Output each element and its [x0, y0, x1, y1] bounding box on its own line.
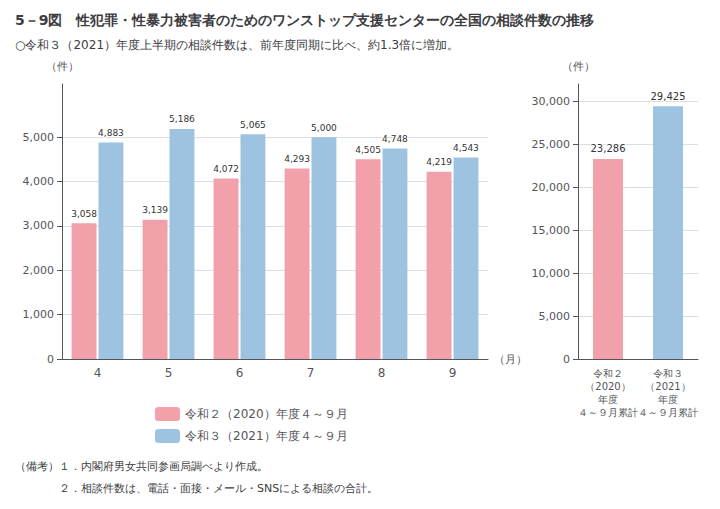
svg-text:5,000: 5,000: [539, 310, 571, 323]
svg-text:4,505: 4,505: [355, 145, 381, 155]
svg-text:（件）: （件）: [46, 60, 79, 73]
svg-text:10,000: 10,000: [532, 267, 571, 280]
svg-text:4,000: 4,000: [23, 175, 55, 188]
svg-text:9: 9: [449, 366, 457, 380]
svg-text:5,186: 5,186: [169, 114, 195, 124]
svg-text:5,000: 5,000: [311, 123, 337, 133]
svg-text:（2020）: （2020）: [585, 381, 630, 392]
svg-text:7: 7: [307, 366, 315, 380]
svg-text:3,000: 3,000: [23, 219, 55, 232]
svg-text:1,000: 1,000: [23, 308, 55, 321]
svg-text:年度: 年度: [658, 394, 678, 405]
svg-text:5,000: 5,000: [23, 131, 55, 144]
svg-text:3,058: 3,058: [71, 209, 97, 219]
svg-text:令和３（2021）年度４～９月: 令和３（2021）年度４～９月: [185, 429, 348, 443]
svg-text:４～９月累計: ４～９月累計: [638, 407, 698, 418]
svg-text:2,000: 2,000: [23, 264, 55, 277]
svg-text:4: 4: [94, 366, 102, 380]
svg-text:20,000: 20,000: [532, 181, 571, 194]
svg-text:（2021）: （2021）: [645, 381, 690, 392]
svg-text:4,748: 4,748: [382, 134, 408, 144]
svg-text:令和２（2020）年度４～９月: 令和２（2020）年度４～９月: [185, 407, 348, 421]
svg-text:23,286: 23,286: [591, 143, 626, 154]
svg-text:0: 0: [563, 353, 570, 366]
svg-text:3,139: 3,139: [142, 205, 168, 215]
svg-text:4,543: 4,543: [453, 143, 479, 153]
svg-text:（月）: （月）: [494, 353, 527, 366]
svg-text:0: 0: [47, 353, 54, 366]
svg-text:（件）: （件）: [562, 60, 595, 73]
svg-text:令和３: 令和３: [653, 368, 683, 379]
svg-text:15,000: 15,000: [532, 224, 571, 237]
svg-text:4,219: 4,219: [426, 157, 452, 167]
svg-text:4,883: 4,883: [98, 128, 124, 138]
svg-text:（備考）１．内閣府男女共同参画局調べより作成。: （備考）１．内閣府男女共同参画局調べより作成。: [15, 460, 268, 473]
svg-text:6: 6: [236, 366, 244, 380]
svg-text:○令和３（2021）年度上半期の相談件数は、前年度同期に比べ: ○令和３（2021）年度上半期の相談件数は、前年度同期に比べ、約1.3倍に増加。: [15, 38, 459, 52]
svg-text:5: 5: [165, 366, 173, 380]
svg-text:４～９月累計: ４～９月累計: [578, 407, 638, 418]
svg-text:令和２: 令和２: [593, 368, 623, 379]
svg-text:29,425: 29,425: [651, 91, 686, 102]
svg-text:２．相談件数は、電話・面接・メール・SNSによる相談の合計。: ２．相談件数は、電話・面接・メール・SNSによる相談の合計。: [15, 482, 378, 495]
svg-text:4,072: 4,072: [213, 164, 239, 174]
svg-text:4,293: 4,293: [284, 154, 310, 164]
svg-text:25,000: 25,000: [532, 138, 571, 151]
svg-text:30,000: 30,000: [532, 95, 571, 108]
svg-text:5,065: 5,065: [240, 120, 266, 130]
svg-text:年度: 年度: [598, 394, 618, 405]
svg-text:5－9図 性犯罪・性暴力被害者のためのワンストップ支援センタ: 5－9図 性犯罪・性暴力被害者のためのワンストップ支援センターの全国の相談件数の…: [15, 12, 594, 28]
svg-text:8: 8: [378, 366, 386, 380]
